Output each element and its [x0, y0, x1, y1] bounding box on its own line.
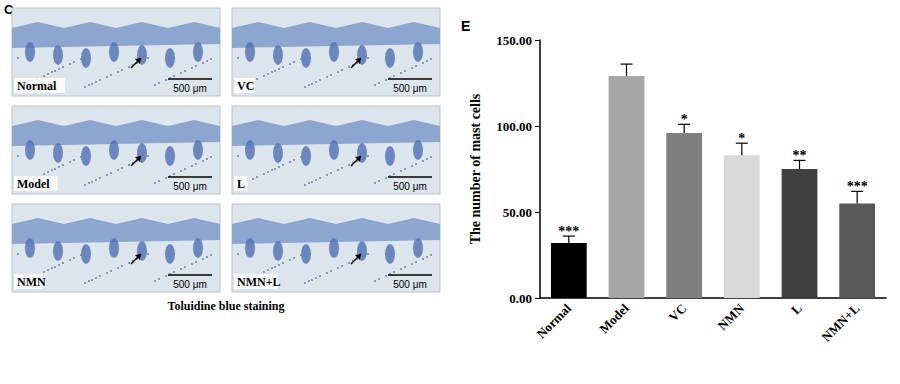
svg-text:*: * [681, 112, 688, 127]
svg-text:Normal: Normal [17, 79, 57, 93]
svg-text:The number of mast cells: The number of mast cells [468, 93, 483, 244]
svg-text:NMN+L: NMN+L [819, 300, 863, 344]
svg-text:*: * [738, 131, 745, 146]
svg-text:VC: VC [237, 79, 254, 93]
svg-text:Normal: Normal [533, 300, 574, 341]
svg-text:150.00: 150.00 [496, 33, 532, 48]
svg-text:***: *** [847, 179, 868, 194]
svg-text:NMN: NMN [17, 275, 46, 289]
svg-text:E: E [461, 18, 470, 34]
svg-text:0.00: 0.00 [509, 291, 532, 306]
svg-text:L: L [237, 177, 245, 191]
svg-text:NMN+L: NMN+L [237, 275, 281, 289]
svg-text:Toluidine blue staining: Toluidine blue staining [168, 299, 285, 313]
svg-text:C: C [4, 2, 14, 17]
svg-text:***: *** [558, 224, 579, 239]
svg-text:L: L [788, 300, 805, 317]
svg-text:Model: Model [17, 177, 50, 191]
svg-text:NMN: NMN [715, 300, 748, 333]
svg-text:500 μm: 500 μm [173, 181, 207, 192]
svg-text:500 μm: 500 μm [393, 279, 427, 290]
svg-text:500 μm: 500 μm [393, 83, 427, 94]
svg-text:Model: Model [596, 300, 632, 336]
svg-text:50.00: 50.00 [503, 205, 532, 220]
svg-text:100.00: 100.00 [496, 119, 532, 134]
svg-text:500 μm: 500 μm [173, 83, 207, 94]
svg-text:500 μm: 500 μm [393, 181, 427, 192]
svg-text:**: ** [793, 148, 807, 163]
svg-text:500 μm: 500 μm [173, 279, 207, 290]
svg-text:VC: VC [666, 301, 690, 325]
